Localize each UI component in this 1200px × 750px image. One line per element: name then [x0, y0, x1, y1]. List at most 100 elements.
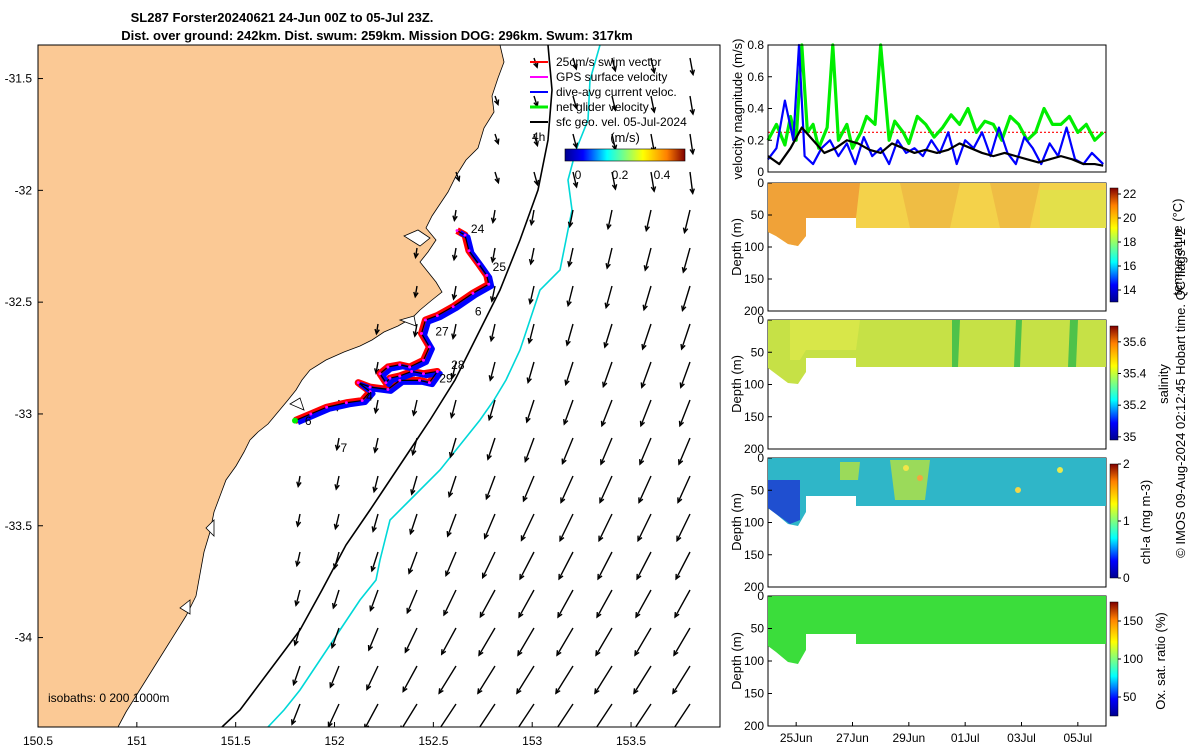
geo-arrow-head — [520, 535, 526, 542]
geo-arrow-shaft — [681, 323, 691, 350]
velocity-series-line — [767, 43, 1104, 166]
geo-arrow-shaft — [611, 57, 617, 71]
geo-arrow-head — [565, 339, 571, 347]
geo-arrow-head — [485, 493, 491, 501]
geo-arrow-shaft — [449, 437, 457, 458]
depth-tick-label: 100 — [744, 378, 764, 392]
velocity-ylabel: velocity magnitude (m/s) — [730, 39, 745, 180]
geo-arrow-shaft — [296, 513, 301, 527]
geo-arrow-shaft — [409, 513, 418, 534]
geo-arrow-shaft — [445, 551, 457, 576]
gps-point — [368, 390, 372, 394]
geo-arrow-shaft — [650, 133, 655, 152]
geo-arrow-head — [490, 217, 497, 225]
map-x-tick-label: 151 — [127, 734, 147, 748]
geo-arrow-shaft — [634, 627, 652, 656]
depth-tick-label: 50 — [751, 208, 765, 222]
date-tick-label: 29Jun — [892, 731, 925, 745]
geo-arrow-head — [516, 688, 522, 695]
gps-point — [467, 249, 471, 253]
geo-arrow-shaft — [484, 513, 496, 539]
geo-arrow-head — [528, 258, 535, 266]
geo-arrow-shaft — [559, 513, 574, 541]
velocity-y-tick-label: 0.6 — [747, 70, 764, 84]
geo-arrow-shaft — [601, 399, 613, 427]
geo-arrow-head — [402, 686, 408, 693]
geo-arrow-head — [689, 148, 696, 156]
oxygen-ylabel: Depth (m) — [729, 632, 744, 690]
geo-arrow-shaft — [689, 95, 694, 115]
geo-arrow-shaft — [477, 665, 496, 694]
geo-arrow-shaft — [369, 589, 379, 611]
annotation-4h: 4h — [532, 130, 545, 144]
colorbar-tick-label: 150 — [1123, 614, 1143, 628]
geo-arrow-head — [410, 489, 416, 496]
geo-arrow-head — [602, 381, 608, 389]
geo-arrow-shaft — [485, 475, 496, 500]
chla-colorbar — [1109, 463, 1119, 579]
map-legend: 25cm/s swim vector GPS surface velocity … — [530, 55, 687, 182]
geo-arrow-shaft — [565, 361, 574, 385]
geo-arrow-head — [572, 103, 578, 110]
colorbar-title: (m/s) — [610, 130, 640, 145]
temperature-colorbar-label: temperature (°C) — [1170, 199, 1185, 296]
geo-arrow-shaft — [533, 133, 539, 146]
map-frame — [37, 44, 721, 728]
geo-arrow-head — [597, 573, 603, 581]
geo-arrow-shaft — [494, 133, 499, 144]
geo-arrow-shaft — [602, 361, 613, 387]
geo-arrow-shaft — [596, 589, 613, 618]
map-y-tick-label: -34 — [15, 631, 33, 645]
geo-arrow-shaft — [336, 437, 340, 450]
geo-arrow-head — [572, 63, 578, 71]
geo-arrow-shaft — [517, 627, 535, 656]
colorbar-tick-label: 22 — [1123, 187, 1137, 201]
geo-arrow-shaft — [292, 665, 301, 685]
geo-arrow-head — [451, 333, 457, 340]
geo-arrow-shaft — [335, 475, 340, 490]
geo-arrow-shaft — [366, 665, 379, 690]
geo-arrow-head — [634, 650, 640, 657]
day-label: 6 — [305, 414, 312, 428]
salinity-high-patch — [790, 320, 860, 360]
oxygen-colorbar — [1109, 601, 1119, 717]
legend-label-net: net glider velocity — [556, 100, 649, 114]
geo-arrow-shaft — [494, 171, 500, 183]
geo-arrow-shaft — [650, 171, 655, 192]
geo-arrow-head — [564, 379, 570, 387]
geo-arrow-head — [644, 225, 650, 233]
geo-arrow-shaft — [524, 437, 535, 462]
geo-arrow-head — [445, 570, 451, 578]
geo-arrow-shaft — [404, 627, 418, 653]
geo-arrow-head — [603, 342, 609, 349]
geo-arrow-shaft — [595, 627, 613, 656]
gps-point — [487, 282, 491, 286]
geo-arrow-shaft — [373, 475, 379, 492]
date-tick-label: 25Jun — [780, 731, 813, 745]
temperature-warm-bands — [900, 183, 1040, 228]
depth-tick-label: 100 — [744, 654, 764, 668]
geo-arrow-shaft — [526, 399, 535, 423]
geo-arrow-shaft — [644, 247, 652, 271]
geo-arrow-shaft — [572, 57, 577, 70]
geo-arrow-head — [455, 175, 461, 183]
geo-arrow-shaft — [414, 323, 418, 337]
gps-point — [378, 372, 382, 376]
geo-arrow-shaft — [677, 475, 691, 503]
geo-arrow-shaft — [650, 95, 655, 113]
geo-arrow-shaft — [611, 95, 617, 111]
geo-arrow-head — [477, 688, 483, 695]
geo-arrow-shaft — [518, 589, 535, 618]
geo-arrow-head — [443, 609, 449, 617]
geo-arrow-head — [290, 719, 297, 726]
geo-arrow-head — [494, 138, 500, 146]
geo-arrow-head — [557, 612, 563, 619]
geo-arrow-head — [606, 223, 612, 231]
depth-tick-label: 200 — [744, 719, 764, 733]
geo-arrow-head — [600, 459, 606, 466]
geo-arrow-head — [373, 447, 379, 454]
colorbar-tick-1: 0.2 — [612, 168, 629, 182]
velocity-y-tick-label: 0.4 — [747, 102, 764, 116]
geo-arrow-head — [489, 296, 496, 303]
colorbar-tick-label: 14 — [1123, 283, 1137, 297]
